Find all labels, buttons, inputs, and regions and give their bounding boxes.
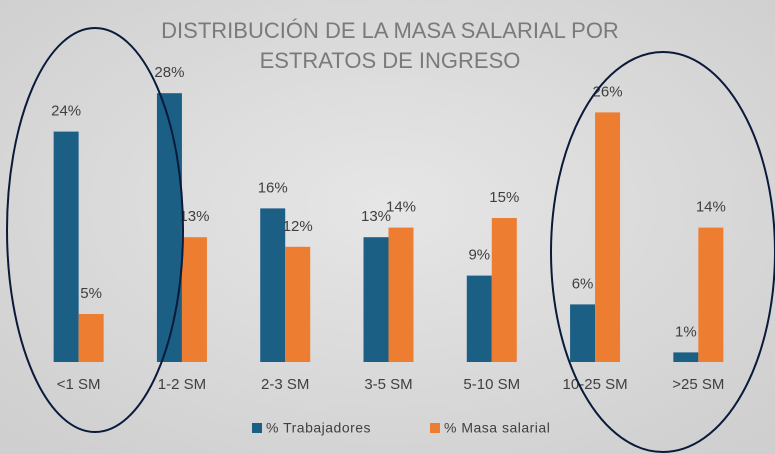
bar xyxy=(466,275,492,362)
data-label: 12% xyxy=(283,218,313,235)
bar xyxy=(595,112,621,363)
data-label: 5% xyxy=(80,285,102,302)
bar xyxy=(285,246,311,362)
x-tick-label: <1 SM xyxy=(57,376,101,393)
bar xyxy=(53,131,79,362)
x-tick-label: 1-2 SM xyxy=(158,376,206,393)
data-label: 9% xyxy=(468,247,490,264)
legend-label: % Masa salarial xyxy=(444,420,550,436)
x-tick-label: 3-5 SM xyxy=(364,376,412,393)
data-label: 28% xyxy=(154,64,184,81)
legend-swatch xyxy=(252,423,262,433)
bar xyxy=(570,304,596,362)
bar xyxy=(673,352,699,362)
data-label: 15% xyxy=(489,189,519,206)
bar xyxy=(491,218,517,362)
x-tick-label: 10-25 SM xyxy=(563,376,628,393)
data-label: 13% xyxy=(361,208,391,225)
x-tick-label: 2-3 SM xyxy=(261,376,309,393)
data-label: 1% xyxy=(675,323,697,340)
bar xyxy=(698,227,724,362)
bar xyxy=(78,314,104,362)
chart-title: ESTRATOS DE INGRESO xyxy=(260,48,521,73)
data-label: 14% xyxy=(386,199,416,216)
bar xyxy=(260,208,286,362)
x-tick-label: 5-10 SM xyxy=(463,376,520,393)
plot: <1 SM 24% 5% 1-2 SM 28% 13% 2-3 SM 16% 12% 3-5 SM… xyxy=(51,64,726,436)
bar xyxy=(388,227,414,362)
highlight-ellipse xyxy=(6,27,184,433)
data-label: 6% xyxy=(572,275,594,292)
data-label: 16% xyxy=(258,179,288,196)
legend-swatch xyxy=(430,423,440,433)
x-tick-label: >25 SM xyxy=(672,376,724,393)
data-label: 24% xyxy=(51,103,81,120)
bar xyxy=(181,237,207,362)
legend-label: % Trabajadores xyxy=(266,420,371,436)
highlight-ellipse xyxy=(550,51,775,453)
bar xyxy=(156,93,182,362)
data-label: 13% xyxy=(179,208,209,225)
data-label: 14% xyxy=(696,199,726,216)
bar xyxy=(363,237,389,362)
chart-title: DISTRIBUCIÓN DE LA MASA SALARIAL POR xyxy=(161,18,619,43)
